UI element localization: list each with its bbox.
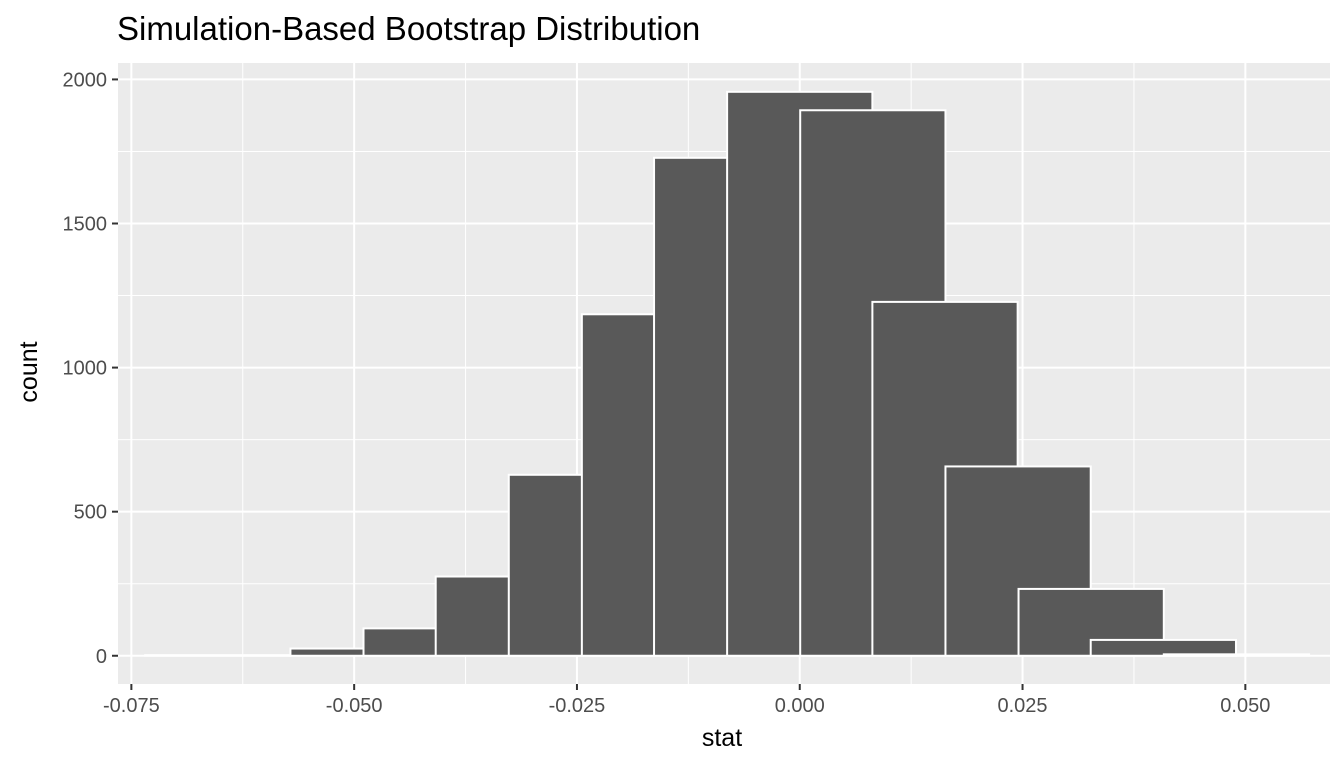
y-tick-label: 2000	[63, 69, 108, 91]
y-axis: 0 500 1000 1500 2000	[63, 69, 118, 668]
x-tick-label: -0.025	[549, 695, 606, 717]
chart-title: Simulation-Based Bootstrap Distribution	[117, 10, 700, 47]
y-axis-title: count	[15, 341, 43, 402]
y-tick-label: 500	[74, 502, 107, 524]
y-tick-label: 0	[96, 646, 107, 668]
histogram-bar	[1162, 653, 1311, 657]
x-tick-label: 0.050	[1220, 695, 1270, 717]
y-tick-label: 1000	[63, 358, 108, 380]
histogram-bar	[144, 654, 292, 657]
x-tick-label: 0.000	[775, 695, 825, 717]
x-tick-label: -0.050	[326, 695, 383, 717]
x-tick-label: 0.025	[998, 695, 1048, 717]
histogram-bars	[144, 90, 1311, 657]
x-axis: -0.075 -0.050 -0.025 0.000 0.025 0.050	[103, 684, 1270, 717]
y-tick-label: 1500	[63, 214, 108, 236]
x-tick-label: -0.075	[103, 695, 160, 717]
x-axis-title: stat	[702, 724, 742, 752]
